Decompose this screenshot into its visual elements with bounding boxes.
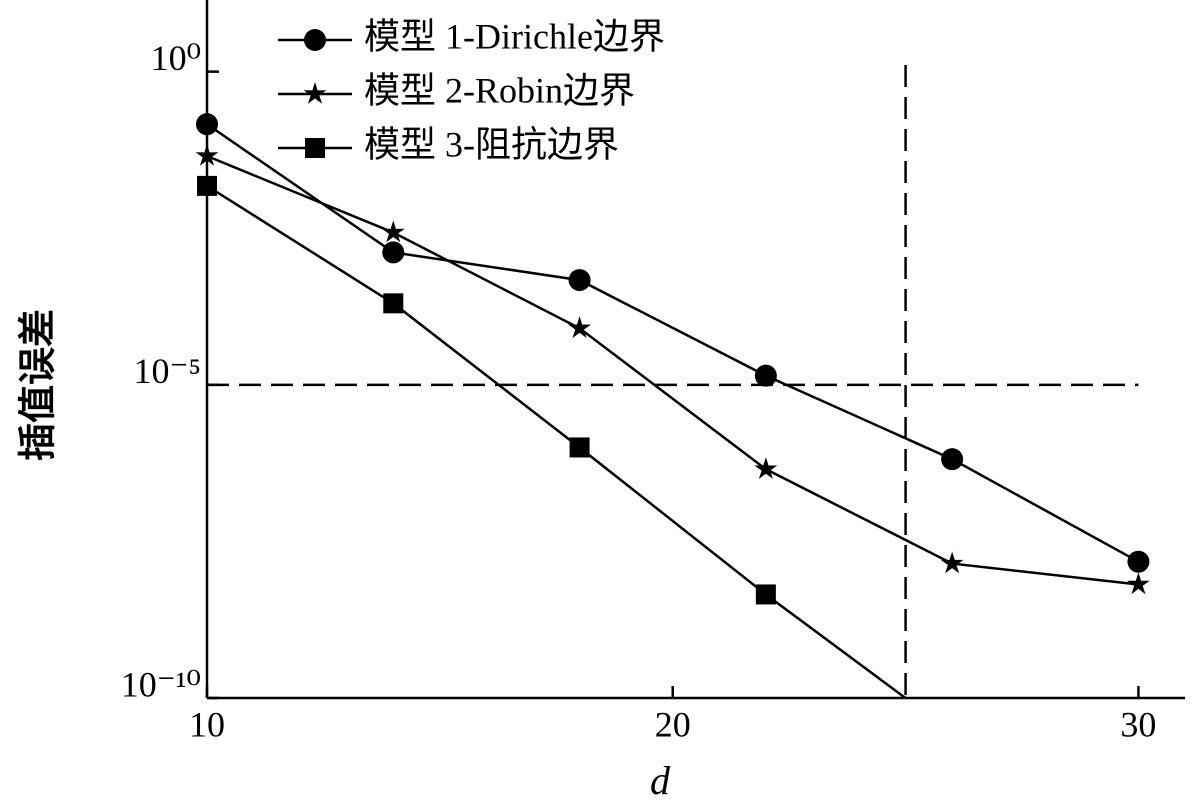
marker (383, 293, 404, 314)
marker (754, 364, 777, 387)
y-tick-label: 10⁰ (151, 38, 201, 78)
marker (941, 448, 964, 471)
marker (381, 220, 405, 243)
x-axis-label: d (650, 758, 671, 803)
x-tick-label: 30 (1120, 704, 1156, 744)
y-tick-label: 10⁻¹⁰ (121, 664, 201, 704)
marker (1127, 572, 1150, 595)
marker (382, 241, 405, 264)
marker (304, 29, 326, 51)
marker (568, 269, 591, 292)
series-line (206, 154, 1139, 586)
x-tick-label: 10 (189, 704, 225, 744)
marker (305, 138, 325, 158)
marker (754, 457, 778, 479)
series-line (206, 123, 1140, 563)
legend-label: 模型 1-Dirichle边界 (364, 16, 665, 56)
marker (195, 144, 219, 166)
marker (755, 584, 776, 605)
y-tick-label: 10⁻⁵ (133, 351, 201, 391)
plot-area (195, 113, 1150, 743)
marker (569, 437, 590, 458)
y-axis-label: 插值误差 (16, 309, 60, 461)
marker (568, 316, 591, 338)
legend-label: 模型 2-Robin边界 (364, 70, 635, 110)
marker (1127, 550, 1150, 573)
series-line (206, 184, 909, 699)
marker (940, 551, 964, 574)
marker (942, 723, 962, 743)
marker (197, 175, 217, 196)
marker (303, 82, 327, 104)
marker (196, 113, 218, 136)
legend-label: 模型 3-阻抗边界 (364, 124, 619, 164)
x-tick-label: 20 (655, 704, 691, 744)
